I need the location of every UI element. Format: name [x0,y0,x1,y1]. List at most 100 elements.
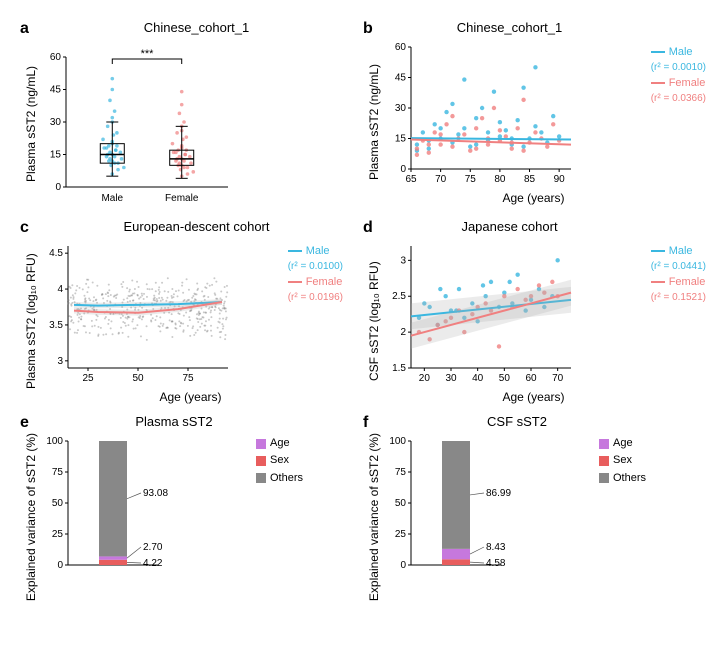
svg-text:50: 50 [132,373,144,384]
panel-label-d: d [363,219,373,237]
panel-c: c European-descent cohort Plasma sST2 (l… [20,219,343,404]
panel-b-ylabel: Plasma sST2 (ng/mL) [363,39,381,205]
panel-d-legend: Male(r² = 0.0441)Female(r² = 0.1521) [651,244,706,306]
svg-text:15: 15 [50,150,62,161]
legend-item: Male(r² = 0.0100) [288,244,343,275]
svg-text:40: 40 [472,373,484,384]
svg-text:15: 15 [395,134,407,145]
panel-f: f CSF sST2 Explained variance of sST2 (%… [363,414,686,601]
svg-text:3: 3 [57,356,63,367]
panel-d: d Japanese cohort CSF sST2 (log₁₀ RFU) 1… [363,219,686,404]
svg-text:60: 60 [50,52,62,63]
svg-text:25: 25 [82,373,94,384]
svg-text:0: 0 [57,560,63,571]
panel-f-title: CSF sST2 [348,414,686,429]
svg-text:60: 60 [395,42,407,53]
panel-c-ylabel: Plasma sST2 (log₁₀ RFU) [20,238,38,404]
panel-a-ylabel: Plasma sST2 (ng/mL) [20,39,38,209]
svg-text:45: 45 [50,85,62,96]
svg-text:8.43: 8.43 [486,542,506,553]
panel-e-chart: 0 25 50 75 100 4.22 2.70 93.08 [38,433,218,583]
figure-grid: a Chinese_cohort_1 Plasma sST2 (ng/mL) 0… [20,20,686,601]
svg-text:30: 30 [445,373,457,384]
svg-text:80: 80 [494,174,506,185]
svg-text:4.5: 4.5 [49,248,63,259]
svg-text:2.5: 2.5 [392,291,406,302]
svg-text:70: 70 [552,373,564,384]
panel-b-chart: 015304560657075808590 [381,39,581,189]
svg-text:30: 30 [50,117,62,128]
svg-text:25: 25 [52,529,64,540]
svg-text:0: 0 [400,560,406,571]
svg-text:50: 50 [499,373,511,384]
svg-text:70: 70 [435,174,447,185]
legend-item: Sex [599,453,646,468]
panel-a-chart: 015304560MaleFemale*** [38,39,238,209]
panel-c-title: European-descent cohort [50,219,343,234]
panel-b: b Chinese_cohort_1 Plasma sST2 (ng/mL) 0… [363,20,686,209]
svg-text:100: 100 [389,436,406,447]
svg-text:100: 100 [46,436,63,447]
panel-f-legend: Age Sex Others [599,436,646,488]
panel-c-chart: 3 3.5 4 4.5 25 50 75 [38,238,238,388]
svg-text:75: 75 [465,174,477,185]
svg-text:85: 85 [524,174,536,185]
svg-text:25: 25 [395,529,407,540]
svg-text:86.99: 86.99 [486,488,511,499]
svg-text:50: 50 [395,498,407,509]
legend-item: Others [599,471,646,486]
panel-c-xlabel: Age (years) [38,390,343,404]
svg-text:Male: Male [101,193,123,204]
panel-e-ylabel: Explained variance of sST2 (%) [20,433,38,601]
legend-item: Sex [256,453,303,468]
svg-text:45: 45 [395,73,407,84]
legend-item: Female(r² = 0.0196) [288,275,343,306]
panel-label-f: f [363,414,368,432]
svg-text:1.5: 1.5 [392,363,406,374]
panel-e-title: Plasma sST2 [5,414,343,429]
svg-text:3.5: 3.5 [49,320,63,331]
panel-c-legend: Male(r² = 0.0100)Female(r² = 0.0196) [288,244,343,306]
svg-text:60: 60 [525,373,537,384]
svg-text:50: 50 [52,498,64,509]
svg-text:4: 4 [57,284,63,295]
panel-label-b: b [363,20,373,38]
svg-text:75: 75 [182,373,194,384]
panel-e-legend: Age Sex Others [256,436,303,488]
panel-d-title: Japanese cohort [333,219,686,234]
legend-item: Male(r² = 0.0441) [651,244,706,275]
panel-b-title: Chinese_cohort_1 [333,20,686,35]
svg-text:0: 0 [55,182,61,193]
svg-text:2.70: 2.70 [143,542,163,553]
panel-a-title: Chinese_cohort_1 [50,20,343,35]
panel-d-chart: 1.5 2 2.5 3 20 30 40 50 60 70 [381,238,581,388]
svg-text:65: 65 [405,174,417,185]
svg-text:90: 90 [554,174,566,185]
svg-text:30: 30 [395,103,407,114]
panel-e: e Plasma sST2 Explained variance of sST2… [20,414,343,601]
svg-text:***: *** [141,48,155,60]
svg-text:93.08: 93.08 [143,488,168,499]
legend-item: Age [599,436,646,451]
svg-text:3: 3 [400,255,406,266]
svg-text:75: 75 [52,467,64,478]
panel-f-ylabel: Explained variance of sST2 (%) [363,433,381,601]
legend-item: Male(r² = 0.0010) [651,45,706,76]
panel-d-xlabel: Age (years) [381,390,686,404]
panel-d-ylabel: CSF sST2 (log₁₀ RFU) [363,238,381,404]
svg-text:20: 20 [419,373,431,384]
panel-a: a Chinese_cohort_1 Plasma sST2 (ng/mL) 0… [20,20,343,209]
svg-text:2: 2 [400,327,406,338]
legend-item: Female(r² = 0.0366) [651,76,706,107]
panel-f-chart: 0 25 50 75 100 4.58 8.43 86.99 [381,433,561,583]
legend-item: Age [256,436,303,451]
svg-text:75: 75 [395,467,407,478]
panel-label-c: c [20,219,29,237]
panel-b-xlabel: Age (years) [381,191,686,205]
panel-label-a: a [20,20,29,38]
legend-item: Female(r² = 0.1521) [651,275,706,306]
panel-label-e: e [20,414,29,432]
svg-text:4.58: 4.58 [486,558,506,569]
legend-item: Others [256,471,303,486]
svg-text:4.22: 4.22 [143,558,163,569]
